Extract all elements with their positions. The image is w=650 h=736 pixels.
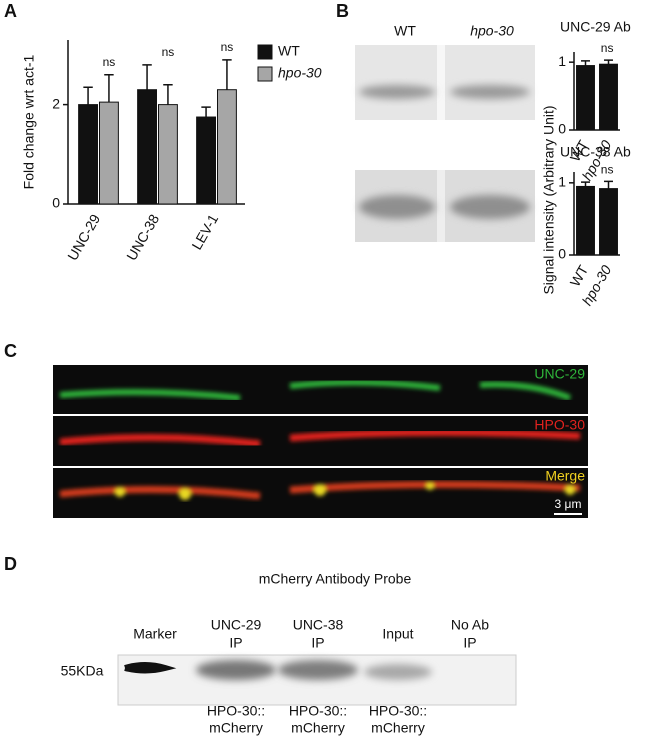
blot-band [450, 85, 530, 99]
panel-label: B [336, 1, 349, 21]
y-axis-label: Fold change wrt act-1 [21, 54, 37, 189]
sample-label: HPO-30:: [289, 703, 347, 719]
y-tick-label: 1 [558, 174, 566, 190]
lane-label: hpo-30 [470, 23, 514, 39]
blot-title: mCherry Antibody Probe [259, 571, 412, 587]
sample-label: mCherry [209, 720, 263, 736]
scale-bar-label: 3 μm [555, 497, 582, 511]
y-tick-label: 1 [558, 53, 566, 69]
blot-band [359, 85, 435, 99]
lane-label: WT [394, 23, 416, 39]
channel-label: HPO-30 [534, 417, 585, 433]
lane-label: Input [382, 626, 413, 642]
significance: ns [601, 162, 614, 176]
significance: ns [103, 55, 116, 69]
bar [599, 63, 618, 131]
bar [99, 101, 119, 205]
x-tick-label: UNC-29 [64, 211, 103, 263]
legend-label: WT [278, 43, 300, 59]
green-signal [59, 379, 572, 401]
sample-label: mCherry [371, 720, 425, 736]
bar [217, 89, 237, 205]
error-bar [604, 59, 613, 65]
error-bar [201, 106, 211, 118]
y-tick-label: 2 [52, 95, 60, 111]
blot-band [359, 195, 435, 219]
lane-label: IP [311, 635, 324, 651]
merge-signal [59, 480, 581, 500]
x-tick-label: UNC-38 [123, 211, 162, 263]
bar [196, 116, 216, 205]
legend-label: hpo-30 [278, 65, 322, 81]
blot-band [278, 660, 358, 680]
blot-gap [437, 45, 445, 120]
lane-label: Marker [133, 626, 177, 642]
channel-label: UNC-29 [534, 366, 585, 382]
error-bar [581, 60, 590, 66]
channel-label: Merge [545, 468, 585, 484]
y-tick-label: 0 [558, 121, 566, 137]
lane-label: UNC-38 [293, 617, 344, 633]
bar [599, 188, 618, 256]
significance: ns [162, 45, 175, 59]
panel-label: C [4, 341, 17, 361]
size-label: 55KDa [61, 663, 104, 679]
error-bar [581, 181, 590, 187]
marker-band [124, 662, 177, 674]
chart-title: UNC-38 Ab [560, 144, 631, 160]
bar [576, 185, 595, 256]
panel-label: A [4, 1, 17, 21]
y-tick-label: 0 [52, 195, 60, 211]
blot-band [196, 660, 276, 680]
significance: ns [601, 41, 614, 55]
blot-band [450, 195, 530, 219]
significance: ns [221, 40, 234, 54]
sample-label: HPO-30:: [207, 703, 265, 719]
x-tick-label: LEV-1 [188, 211, 221, 252]
panel-label: D [4, 554, 17, 574]
legend-swatch [257, 44, 273, 60]
error-bar [604, 180, 613, 189]
bar [78, 104, 99, 205]
lane-label: UNC-29 [211, 617, 262, 633]
bar [137, 89, 157, 205]
error-bar [104, 74, 114, 103]
chart-title: UNC-29 Ab [560, 19, 631, 35]
lane-label: IP [229, 635, 242, 651]
sample-label: HPO-30:: [369, 703, 427, 719]
error-bar [163, 83, 173, 105]
legend-swatch [257, 66, 273, 82]
blot-band [364, 664, 432, 680]
error-bar [222, 59, 232, 90]
lane-label: IP [463, 635, 476, 651]
error-bar [142, 64, 152, 90]
bar [158, 104, 178, 205]
y-axis-label: Signal intensity (Arbitrary Unit) [541, 105, 557, 294]
red-signal [59, 428, 581, 448]
error-bar [83, 86, 93, 105]
blot-gap [437, 170, 445, 242]
y-tick-label: 0 [558, 246, 566, 262]
lane-label: No Ab [451, 617, 489, 633]
sample-label: mCherry [291, 720, 345, 736]
bar [576, 65, 595, 131]
